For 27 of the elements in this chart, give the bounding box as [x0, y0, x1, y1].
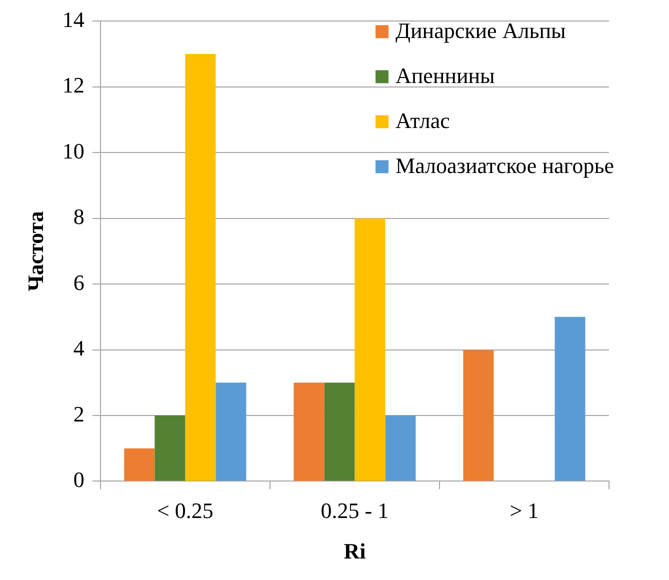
y-tick-label: 2	[73, 401, 84, 426]
bar	[216, 382, 246, 481]
y-tick-label: 12	[62, 72, 84, 98]
x-tick-label: > 1	[510, 498, 539, 524]
x-axis-title: Ri	[344, 538, 366, 564]
y-tick-label: 6	[73, 270, 84, 295]
x-tick-label: < 0.25	[156, 498, 214, 524]
legend-label: Атлас	[396, 108, 450, 133]
bar	[294, 382, 324, 481]
bar	[385, 415, 416, 481]
bar	[463, 350, 494, 481]
y-tick-label: 8	[73, 204, 84, 230]
y-tick-label: 4	[73, 336, 84, 361]
y-tick-label: 14	[62, 6, 84, 32]
y-axis-title: Частота	[22, 211, 48, 292]
bar	[154, 415, 186, 481]
bar	[185, 54, 216, 481]
bar	[354, 218, 386, 481]
bar	[124, 448, 155, 481]
bar	[324, 382, 355, 481]
y-tick-label: 10	[62, 138, 84, 164]
y-tick-label: 0	[73, 466, 84, 492]
legend-label: Динарские Альпы	[396, 18, 566, 43]
legend-label: Малоазиатское нагорье	[396, 152, 614, 178]
bar	[554, 316, 586, 481]
legend-label: Апеннины	[396, 62, 496, 88]
x-tick-label: 0.25 - 1	[320, 498, 389, 524]
